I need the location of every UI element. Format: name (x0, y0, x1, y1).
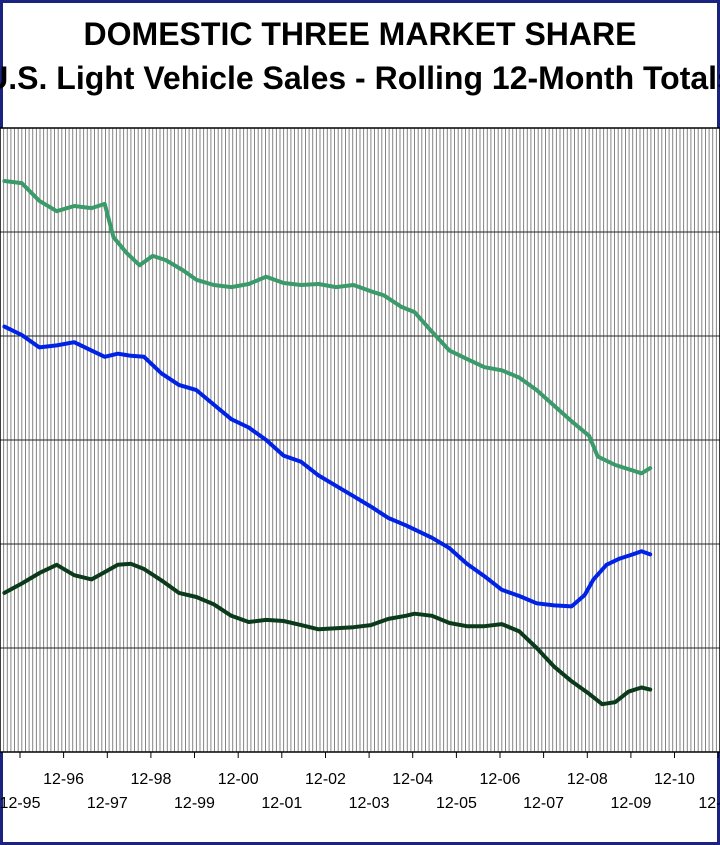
x-tick-label-lower-8: 12-11 (698, 795, 720, 812)
x-tick-label-lower-3: 12-01 (261, 795, 302, 812)
x-tick-label-upper-5: 12-06 (480, 771, 521, 788)
x-tick-label-lower-7: 12-09 (610, 795, 651, 812)
x-tick-label-upper-1: 12-98 (130, 771, 171, 788)
series-line-2 (2, 324, 653, 609)
x-tick-label-upper-3: 12-02 (305, 771, 346, 788)
series-line-1 (2, 179, 653, 476)
x-tick-label-upper-0: 12-96 (43, 771, 84, 788)
x-tick-label-lower-4: 12-03 (349, 795, 390, 812)
chart-subtitle: U.S. Light Vehicle Sales - Rolling 12-Mo… (0, 60, 720, 96)
x-tick-label-upper-6: 12-08 (567, 771, 608, 788)
x-tick-label-lower-6: 12-07 (523, 795, 564, 812)
x-tick-label-lower-1: 12-97 (87, 795, 128, 812)
x-tick-label-lower-0: 12-95 (0, 795, 41, 812)
x-tick-label-upper-2: 12-00 (218, 771, 259, 788)
x-tick-label-lower-2: 12-99 (174, 795, 215, 812)
plot-border (0, 127, 720, 753)
x-tick-label-upper-4: 12-04 (392, 771, 433, 788)
x-tick-label-upper-7: 12-10 (654, 771, 695, 788)
chart-title: DOMESTIC THREE MARKET SHARE (83, 16, 637, 52)
series-line-3 (2, 561, 653, 707)
x-tick-label-lower-5: 12-05 (436, 795, 477, 812)
